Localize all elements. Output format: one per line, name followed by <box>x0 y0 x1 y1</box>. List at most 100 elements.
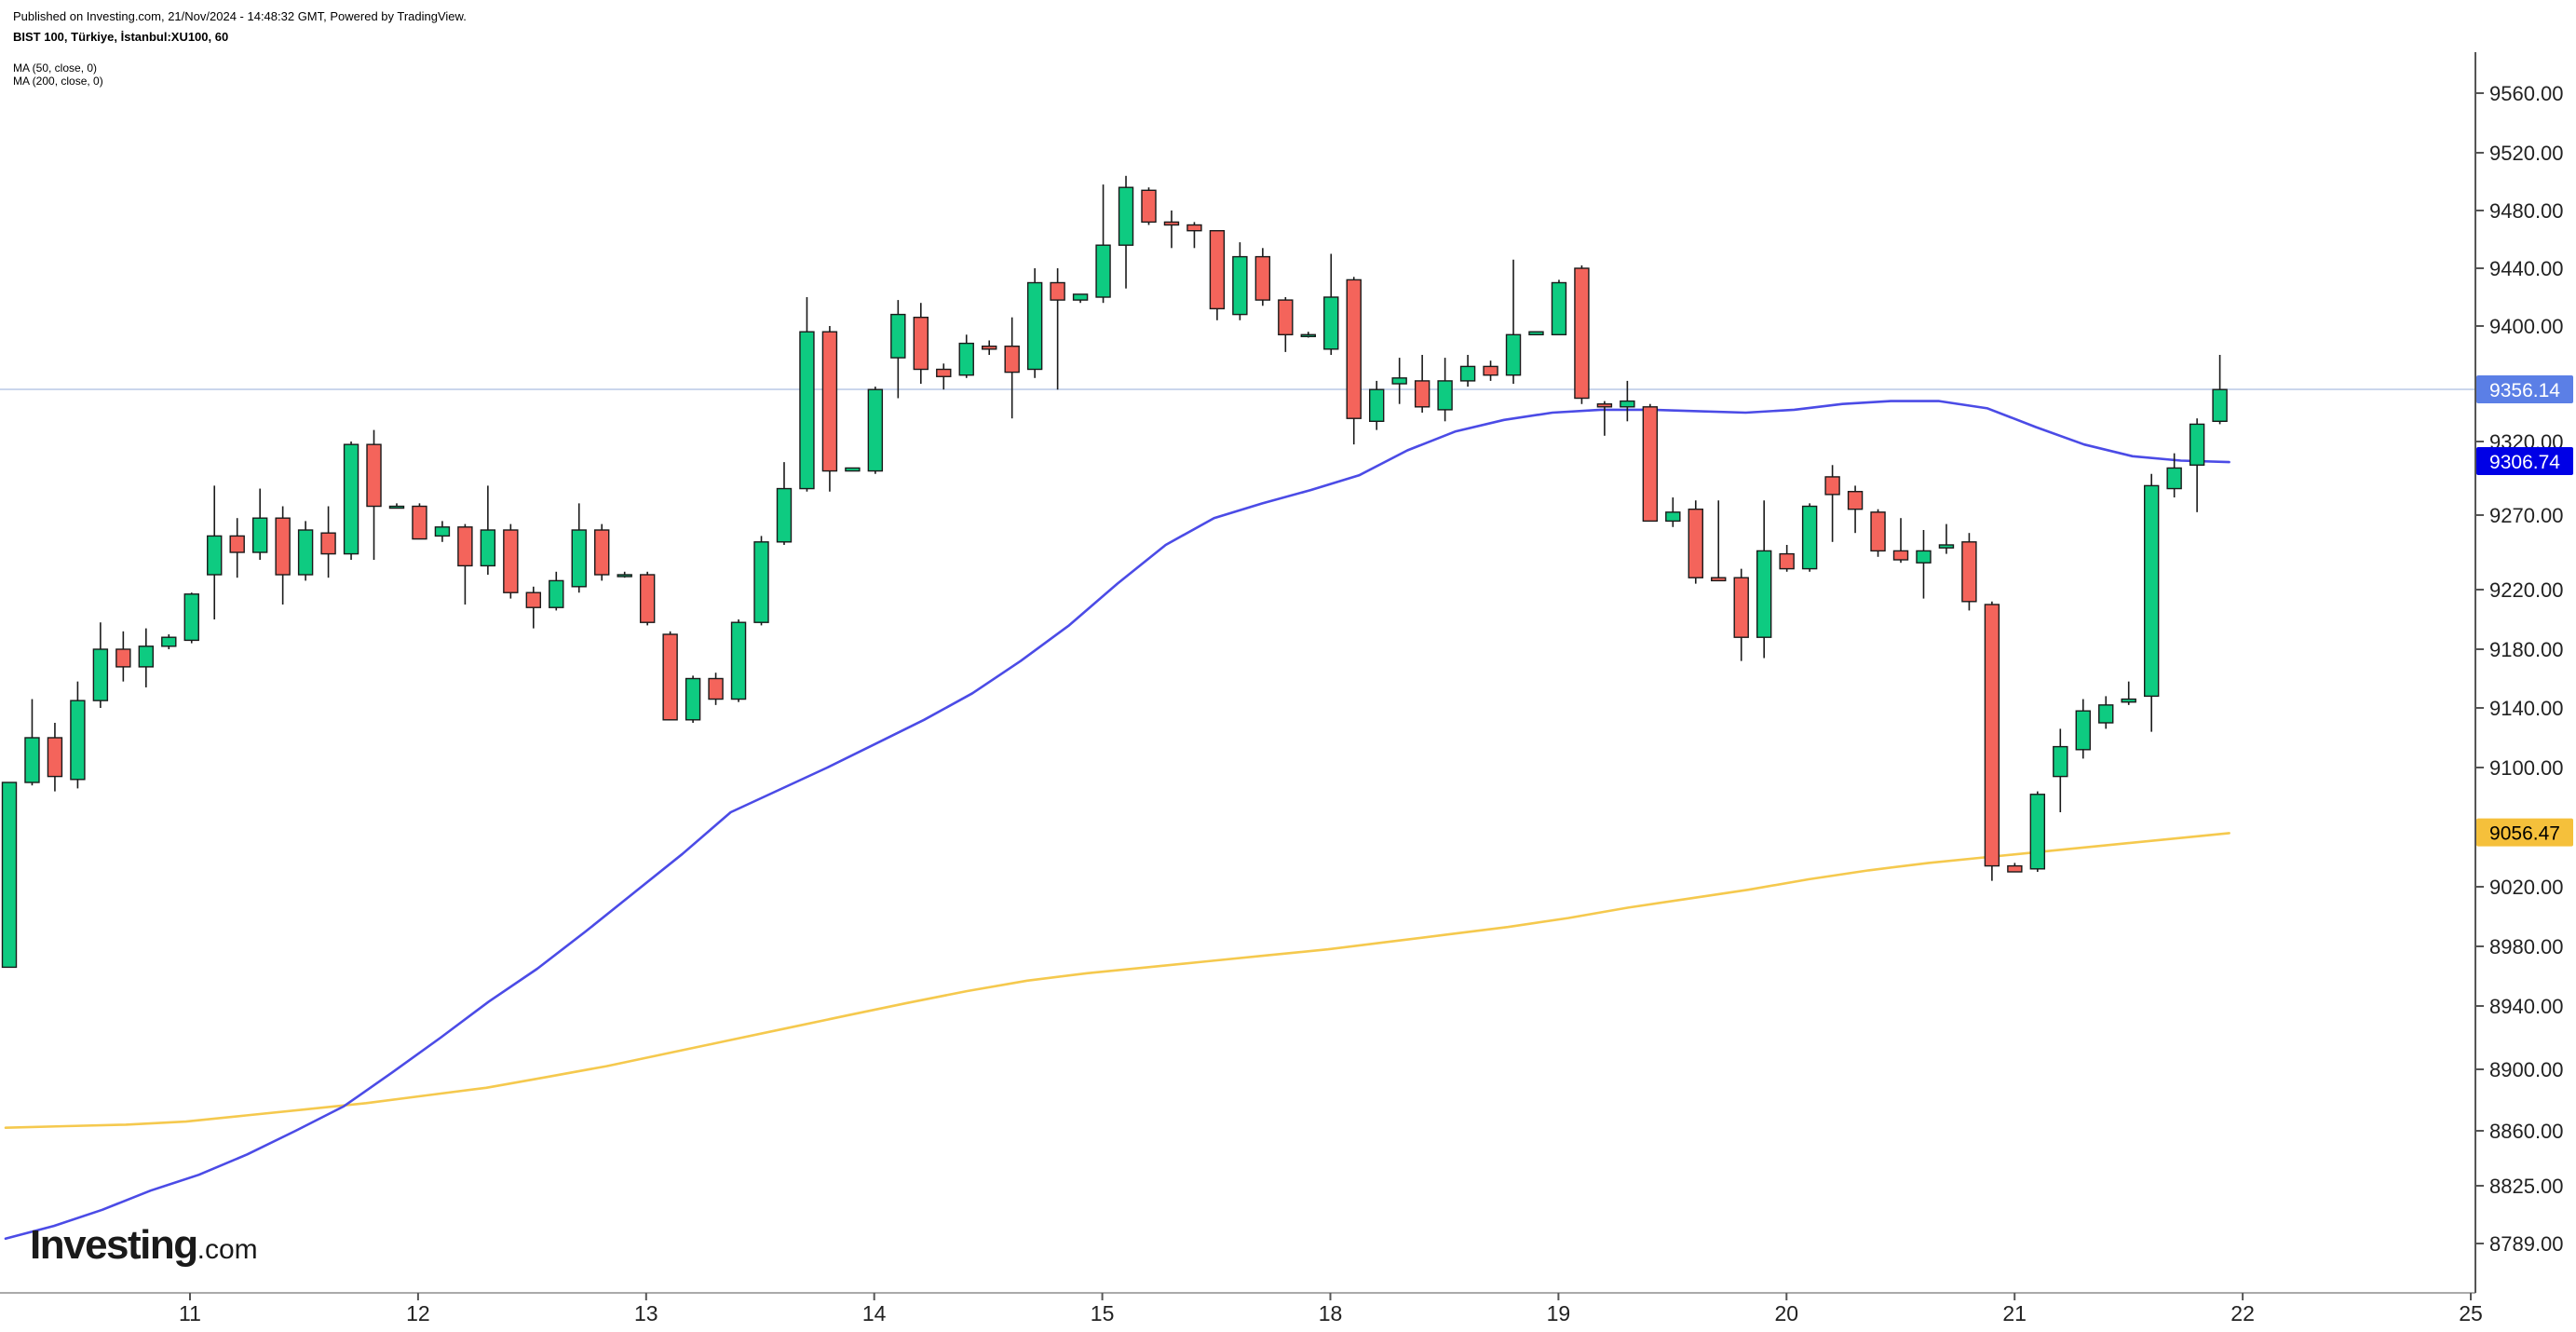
candle[interactable] <box>1870 509 1886 557</box>
candle[interactable] <box>1278 297 1294 352</box>
candle[interactable] <box>2166 453 2182 498</box>
candle[interactable] <box>1916 530 1932 599</box>
candle[interactable] <box>1688 500 1703 584</box>
candle[interactable] <box>549 571 564 611</box>
candle[interactable] <box>1459 355 1476 387</box>
candle[interactable] <box>434 521 451 542</box>
candle[interactable] <box>639 571 656 626</box>
candle[interactable] <box>799 297 815 492</box>
candle[interactable] <box>1779 545 1795 572</box>
candle[interactable] <box>1368 380 1385 430</box>
candle[interactable] <box>821 326 838 492</box>
candle[interactable] <box>753 536 769 626</box>
candle[interactable] <box>24 699 40 786</box>
candle[interactable] <box>913 303 929 384</box>
candle[interactable] <box>412 503 427 540</box>
candle[interactable] <box>1209 229 1226 320</box>
candle[interactable] <box>1596 401 1613 436</box>
candle[interactable] <box>1961 533 1977 611</box>
candle[interactable] <box>503 523 519 599</box>
candle[interactable] <box>138 628 155 687</box>
candle[interactable] <box>1984 601 2000 881</box>
ma200-legend[interactable]: MA (200, close, 0) <box>13 75 103 88</box>
x-axis[interactable]: 11 12 13 14 15 18 19 20 21 22 25 <box>0 1292 2483 1325</box>
candle[interactable] <box>662 631 678 721</box>
candle[interactable] <box>1026 268 1043 378</box>
candle[interactable] <box>708 673 724 705</box>
candle[interactable] <box>1141 187 1157 225</box>
candle[interactable] <box>685 675 701 723</box>
candle[interactable] <box>617 571 632 578</box>
candle[interactable] <box>1824 465 1840 542</box>
candle[interactable] <box>480 485 496 575</box>
candle[interactable] <box>2143 473 2160 732</box>
candle[interactable] <box>1 782 18 969</box>
candle[interactable] <box>776 462 793 545</box>
candle[interactable] <box>1072 293 1089 304</box>
candle[interactable] <box>366 429 382 560</box>
candle[interactable] <box>343 442 359 560</box>
candle[interactable] <box>2098 696 2114 729</box>
candle[interactable] <box>1665 497 1681 527</box>
ma50-line[interactable] <box>4 400 2230 1241</box>
candle[interactable] <box>982 340 997 356</box>
candle[interactable] <box>1391 358 1407 404</box>
candle[interactable] <box>183 592 199 644</box>
candle[interactable] <box>1004 317 1020 419</box>
candle[interactable] <box>958 334 974 378</box>
candle[interactable] <box>1847 485 1864 534</box>
candle[interactable] <box>1232 242 1248 320</box>
candle[interactable] <box>867 387 884 474</box>
candle[interactable] <box>1505 259 1522 384</box>
candle[interactable] <box>525 586 542 629</box>
candle[interactable] <box>1346 277 1362 445</box>
candle[interactable] <box>936 363 952 390</box>
candle[interactable] <box>47 723 63 792</box>
candle[interactable] <box>730 619 747 702</box>
candle[interactable] <box>2029 791 2046 872</box>
candle[interactable] <box>2212 355 2228 425</box>
candle[interactable] <box>845 467 861 472</box>
candle[interactable] <box>1801 503 1818 572</box>
candle[interactable] <box>2007 863 2023 873</box>
ma50-legend[interactable]: MA (50, close, 0) <box>13 61 98 75</box>
candle[interactable] <box>161 634 177 649</box>
candle[interactable] <box>297 521 314 581</box>
ma200-line[interactable] <box>4 832 2230 1129</box>
candle[interactable] <box>1050 268 1065 390</box>
candle[interactable] <box>1892 518 1909 564</box>
candle[interactable] <box>1095 184 1111 304</box>
candle[interactable] <box>1528 331 1544 336</box>
candle[interactable] <box>2189 418 2205 512</box>
candle[interactable] <box>457 523 473 605</box>
candle[interactable] <box>70 681 86 789</box>
candle[interactable] <box>1323 253 1339 356</box>
candle[interactable] <box>594 523 610 581</box>
candle[interactable] <box>571 503 587 593</box>
candle[interactable] <box>251 488 268 560</box>
candle[interactable] <box>92 622 109 708</box>
candle[interactable] <box>1300 332 1316 338</box>
candle[interactable] <box>1551 279 1567 335</box>
candle[interactable] <box>388 503 405 510</box>
candle[interactable] <box>1733 568 1749 661</box>
candle[interactable] <box>275 506 291 605</box>
candle[interactable] <box>1642 403 1659 523</box>
candle[interactable] <box>1483 360 1498 381</box>
candle[interactable] <box>890 300 906 399</box>
candle[interactable] <box>1163 211 1180 249</box>
candle[interactable] <box>1620 380 1635 422</box>
candle[interactable] <box>1756 500 1772 659</box>
candle[interactable] <box>1938 523 1955 554</box>
candle[interactable] <box>1186 222 1202 249</box>
candle[interactable] <box>1414 355 1430 413</box>
candle[interactable] <box>1118 175 1134 289</box>
candle[interactable] <box>2075 699 2091 759</box>
candle[interactable] <box>115 631 131 682</box>
candle[interactable] <box>207 485 223 619</box>
candle[interactable] <box>1711 500 1727 582</box>
candle[interactable] <box>2121 681 2136 705</box>
candle[interactable] <box>1574 265 1590 404</box>
candle[interactable] <box>2053 728 2068 812</box>
